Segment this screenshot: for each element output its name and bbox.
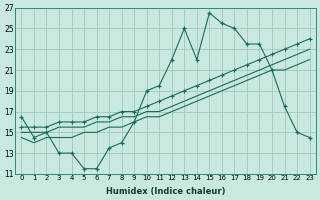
X-axis label: Humidex (Indice chaleur): Humidex (Indice chaleur) (106, 187, 225, 196)
